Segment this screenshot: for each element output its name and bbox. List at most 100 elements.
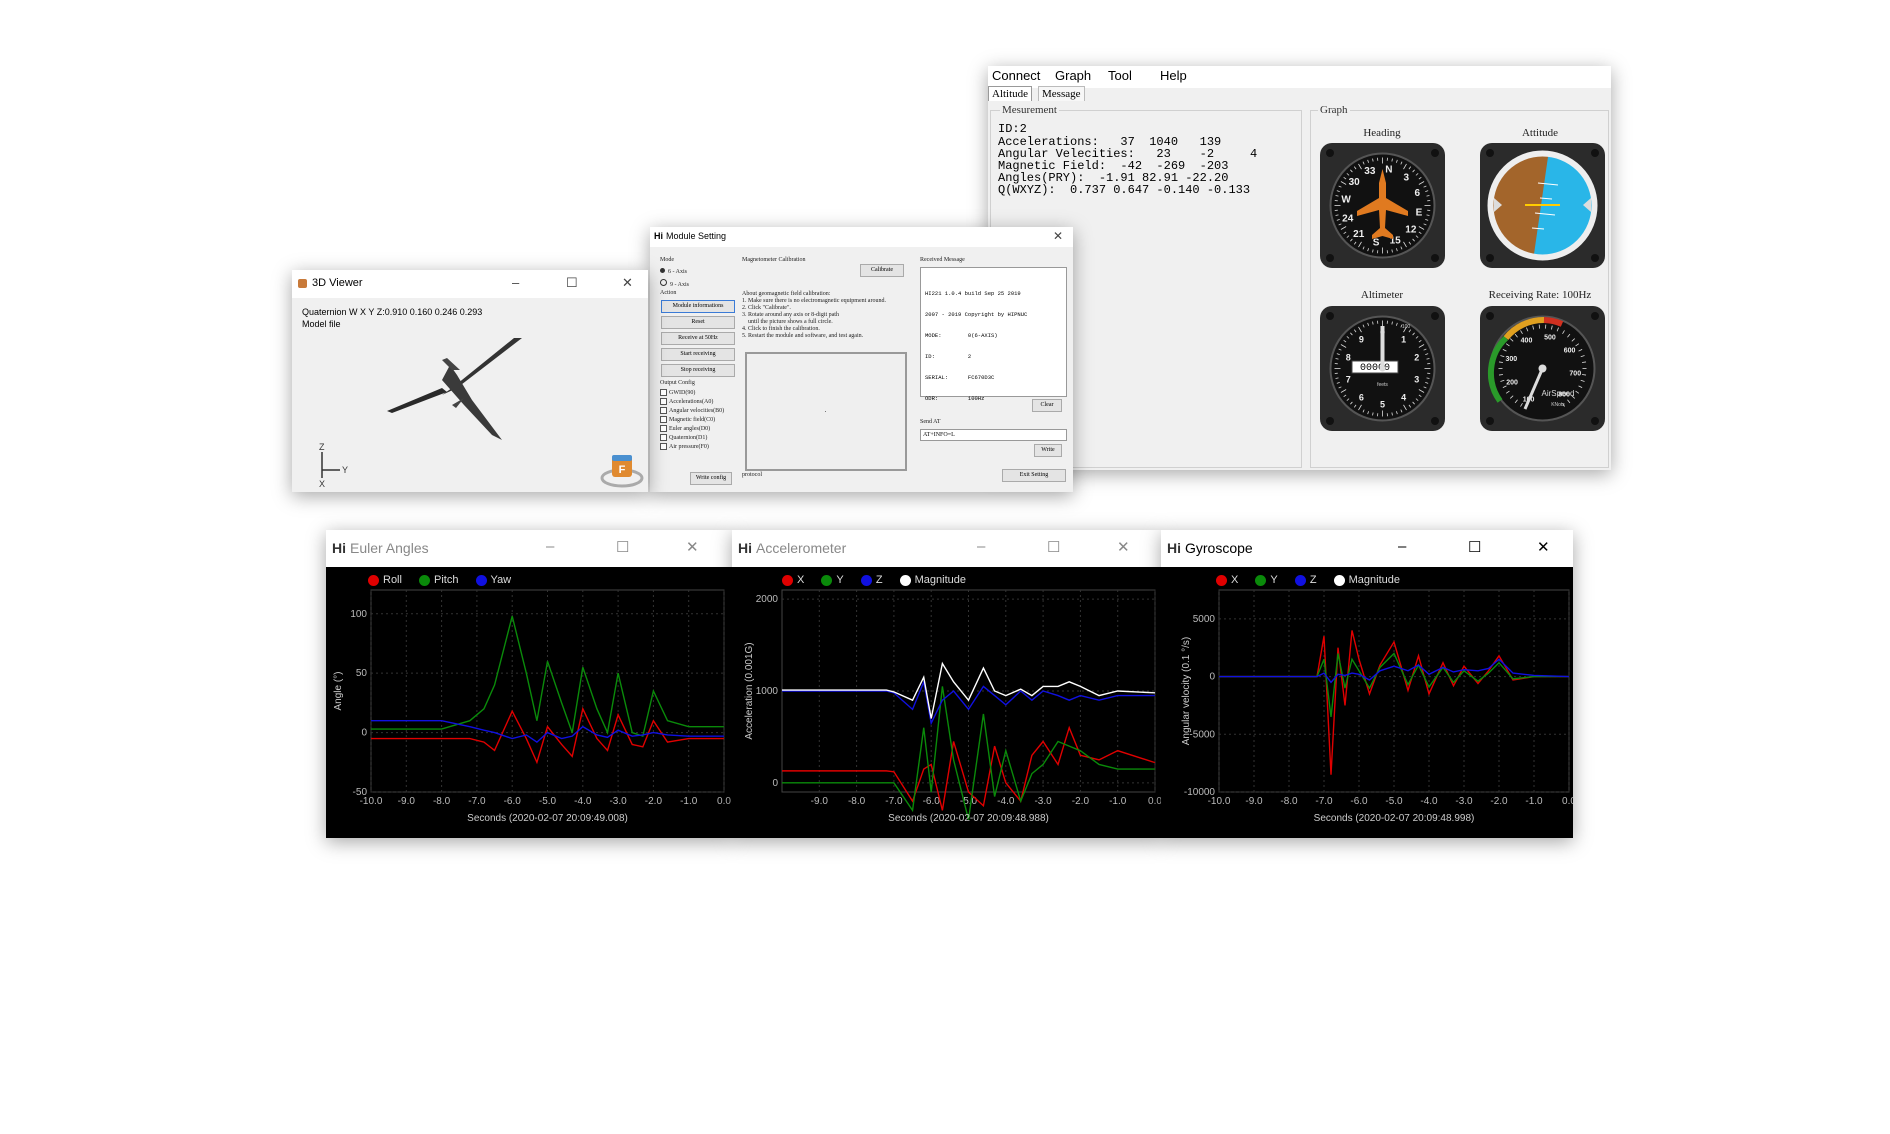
x-tick-label: -4.0 xyxy=(574,796,592,807)
received-message-box: HI221 1.0.4 build Sep 25 2019 2007 - 201… xyxy=(920,267,1067,402)
x-axis-label: Seconds (2020-02-07 20:09:48.988) xyxy=(888,813,1049,824)
calibration-canvas xyxy=(745,352,907,471)
hipnuc-logo: Hi xyxy=(738,540,752,556)
y-tick-label: 0 xyxy=(1209,672,1215,683)
x-tick-label: -7.0 xyxy=(1315,796,1333,807)
legend-dot-icon xyxy=(899,574,911,586)
gyroscope-chart: -10.0 -9.0 -8.0 -7.0 -6.0 -5.0 -4.0 -3.0 -2.0 -1.… xyxy=(1181,589,1573,824)
y-tick-label: 1000 xyxy=(756,686,779,697)
legend-z[interactable]: Z xyxy=(860,574,883,586)
write-button[interactable]: Write xyxy=(1034,444,1062,457)
output-checkbox[interactable]: Angular velocities(B0) xyxy=(660,407,724,414)
legend-roll[interactable]: Roll xyxy=(368,574,402,586)
gyro-titlebar: Hi Gyroscope – ☐ ✕ xyxy=(1161,530,1573,567)
x-tick-label: -10.0 xyxy=(1208,796,1231,807)
clear-button[interactable]: Clear xyxy=(1032,399,1062,412)
x-tick-label: -5.0 xyxy=(1385,796,1403,807)
legend-dot-icon xyxy=(1255,574,1267,586)
axis-y-label: Y xyxy=(342,465,348,475)
legend-z[interactable]: Z xyxy=(1294,574,1317,586)
heading-label: Heading xyxy=(1363,127,1401,139)
send-at-input[interactable]: AT+INFO=L xyxy=(920,429,1067,441)
x-tick-label: -7.0 xyxy=(468,796,486,807)
calibrate-button[interactable]: Calibrate xyxy=(860,264,904,277)
reset-button[interactable]: Reset xyxy=(661,316,735,329)
x-tick-label: -6.0 xyxy=(1350,796,1368,807)
airplane-icon xyxy=(1357,169,1408,239)
close-icon[interactable]: ✕ xyxy=(1117,539,1130,556)
airspeed-number: 200 xyxy=(1506,379,1518,386)
output-checkbox[interactable]: Euler angles(D0) xyxy=(660,425,710,432)
output-checkbox[interactable]: Accelerations(A0) xyxy=(660,398,713,405)
altimeter-small: 100 xyxy=(1402,324,1411,330)
minimize-icon[interactable]: – xyxy=(512,275,520,290)
hipnuc-logo: Hi xyxy=(332,540,346,556)
mode-9-axis-radio[interactable]: 9 - Axis xyxy=(660,279,689,288)
x-tick-label: -3.0 xyxy=(1455,796,1473,807)
legend-dot-icon xyxy=(368,574,379,586)
close-icon[interactable]: ✕ xyxy=(1537,539,1550,556)
minimize-icon[interactable]: – xyxy=(977,538,986,555)
heading-mark: 3 xyxy=(1404,172,1410,183)
output-checkbox[interactable]: GWID(90) xyxy=(660,389,695,396)
tab-message[interactable]: Message xyxy=(1038,86,1085,101)
menu-help[interactable]: Help xyxy=(1160,68,1187,83)
stop-receiving-button[interactable]: Stop receiving xyxy=(661,364,735,377)
maximize-icon[interactable]: ☐ xyxy=(566,275,578,290)
y-axis-label: Angle (°) xyxy=(333,671,344,710)
accel-titlebar: Hi Accelerometer – ☐ ✕ xyxy=(732,530,1161,567)
legend-dot-icon xyxy=(1333,574,1345,586)
menu-connect[interactable]: Connect xyxy=(992,68,1041,83)
x-axis-label: Seconds (2020-02-07 20:09:49.008) xyxy=(467,813,628,824)
tab-altitude[interactable]: Altitude xyxy=(988,86,1033,101)
heading-mark: W xyxy=(1341,194,1351,205)
x-tick-label: -8.0 xyxy=(1280,796,1298,807)
menu-tool[interactable]: Tool xyxy=(1108,68,1132,83)
legend-magnitude[interactable]: Magnitude xyxy=(1333,574,1400,586)
y-tick-label: -5000 xyxy=(1189,729,1215,740)
maximize-icon[interactable]: ☐ xyxy=(1047,539,1061,556)
write-config-button[interactable]: Write config xyxy=(690,472,732,485)
series-yaw-line xyxy=(371,720,724,743)
menu-graph[interactable]: Graph xyxy=(1055,68,1092,83)
accelerometer-window: Hi Accelerometer – ☐ ✕ X Y Z Magnitude -… xyxy=(732,530,1161,838)
maximize-icon[interactable]: ☐ xyxy=(616,539,630,556)
altimeter-number: 8 xyxy=(1346,352,1351,362)
x-tick-label: -4.0 xyxy=(1420,796,1438,807)
x-tick-label: -2.0 xyxy=(1490,796,1508,807)
y-tick-label: 5000 xyxy=(1193,614,1216,625)
main-window: Connect Graph Tool Help Altitude Message… xyxy=(988,66,1611,470)
close-icon[interactable]: ✕ xyxy=(622,275,633,290)
attitude-label: Attitude xyxy=(1521,127,1559,139)
receive-50hz-button[interactable]: Receive at 50Hz xyxy=(661,332,735,345)
model-file-text: Model file xyxy=(302,319,341,329)
legend-y[interactable]: Y xyxy=(1255,574,1278,586)
output-checkbox[interactable]: Magnetic field(C0) xyxy=(660,416,715,423)
minimize-icon[interactable]: – xyxy=(1398,538,1407,555)
measurement-line: Q(WXYZ): 0.737 0.647 -0.140 -0.133 xyxy=(998,183,1251,197)
legend-x[interactable]: X xyxy=(782,574,804,586)
legend-pitch[interactable]: Pitch xyxy=(419,574,458,586)
x-tick-label: -1.0 xyxy=(1525,796,1543,807)
maximize-icon[interactable]: ☐ xyxy=(1468,539,1482,556)
mode-6-axis-radio[interactable]: 6 - Axis xyxy=(660,268,687,275)
exit-setting-button[interactable]: Exit Setting xyxy=(1002,469,1066,482)
minimize-icon[interactable]: – xyxy=(546,538,555,555)
close-icon[interactable]: ✕ xyxy=(686,539,699,556)
legend-x[interactable]: X xyxy=(1216,574,1238,586)
series-y-line xyxy=(782,686,1155,820)
legend-yaw[interactable]: Yaw xyxy=(475,574,511,586)
legend-y[interactable]: Y xyxy=(821,574,844,586)
output-checkbox[interactable]: Air pressure(F0) xyxy=(660,443,709,450)
output-checkbox[interactable]: Quaternion(D1) xyxy=(660,434,707,441)
accel-legend: X Y Z Magnitude xyxy=(782,574,980,586)
airplane-model: Z Y X F xyxy=(319,338,644,489)
accelerometer-chart: -9.0 -8.0 -7.0 -6.0 -5.0 -4.0 -3.0 -2.0 -1.0 0.0 2… xyxy=(744,589,1161,824)
close-icon[interactable]: ✕ xyxy=(1052,229,1063,243)
altimeter-number: 5 xyxy=(1380,400,1385,410)
start-receiving-button[interactable]: Start receiving xyxy=(661,348,735,361)
legend-magnitude[interactable]: Magnitude xyxy=(899,574,966,586)
module-informations-button[interactable]: Module informations xyxy=(661,300,735,313)
euler-angles-window: Hi Euler Angles – ☐ ✕ Roll Pitch Yaw -10… xyxy=(326,530,732,838)
